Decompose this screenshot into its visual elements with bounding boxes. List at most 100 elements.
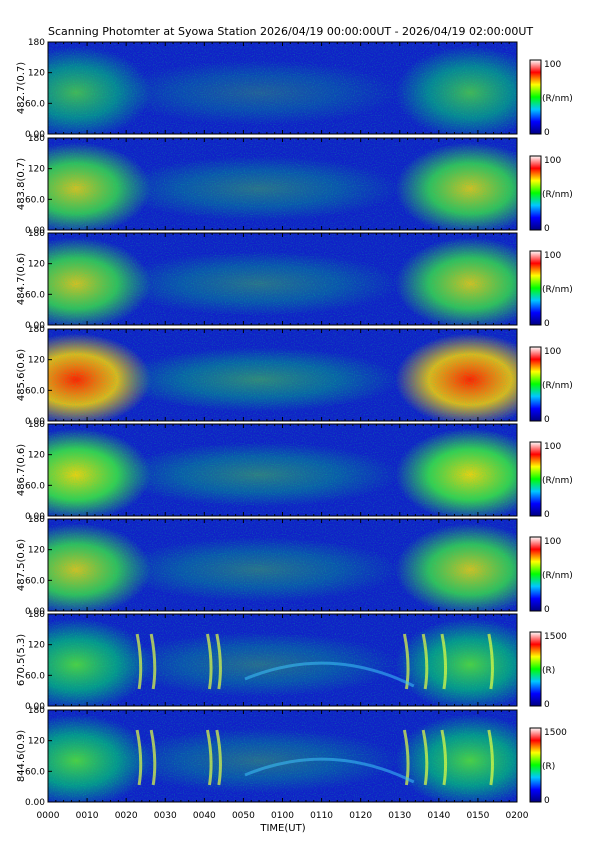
y-tick-label: 0.00 [25, 702, 45, 712]
x-tick-label: 0030 [154, 811, 177, 821]
panel-ylabel: 485.6(0.6) [16, 349, 27, 401]
panel-7: 0.00 60.0 120 180 670.5(5.3) 1500 (R) 0 [16, 610, 567, 712]
panel-5: 0.00 60.0 120 180 486.7(0.6) 100 (R/nm) 0 [16, 420, 573, 522]
colorbar [529, 59, 542, 135]
y-tick-label: 60.0 [25, 576, 45, 586]
colorbar-max-label: 1500 [544, 632, 567, 642]
colorbar [529, 727, 542, 803]
colorbar-max-label: 100 [544, 251, 561, 261]
panel-4: 0.00 60.0 120 180 485.6(0.6) 100 (R/nm) 0 [16, 325, 573, 427]
y-tick-label: 0.00 [25, 798, 45, 808]
panel-ylabel: 670.5(5.3) [16, 634, 27, 686]
y-tick-label: 60.0 [25, 195, 45, 205]
y-tick-label: 180 [28, 515, 45, 525]
colorbar-min-label: 0 [544, 700, 550, 710]
y-tick-label: 120 [28, 546, 45, 556]
x-tick-label: 0100 [271, 811, 294, 821]
colorbar-min-label: 0 [544, 796, 550, 806]
y-tick-label: 120 [28, 165, 45, 175]
noise-texture [48, 424, 517, 516]
x-tick-label: 0120 [349, 811, 372, 821]
x-tick-label: 0010 [76, 811, 99, 821]
panel-ylabel: 486.7(0.6) [16, 444, 27, 496]
y-tick-label: 0.00 [25, 321, 45, 331]
colorbar-min-label: 0 [544, 224, 550, 234]
panel-ylabel: 483.8(0.7) [16, 158, 27, 210]
y-tick-label: 180 [28, 610, 45, 620]
colorbar-max-label: 100 [544, 156, 561, 166]
colorbar [529, 631, 542, 707]
panel-8: 0.00 60.0 120 180 844.6(0.9) 1500 (R) 0 [16, 706, 567, 808]
panel-ylabel: 487.5(0.6) [16, 539, 27, 591]
x-tick-label: 0110 [310, 811, 333, 821]
y-tick-label: 120 [28, 69, 45, 79]
colorbar-min-label: 0 [544, 510, 550, 520]
colorbar [529, 441, 542, 517]
x-tick-label: 0150 [466, 811, 489, 821]
noise-texture [48, 710, 517, 802]
colorbar-min-label: 0 [544, 319, 550, 329]
noise-texture [48, 519, 517, 611]
y-tick-label: 180 [28, 229, 45, 239]
y-tick-label: 60.0 [25, 481, 45, 491]
colorbar-unit-label: (R/nm) [542, 190, 573, 200]
y-tick-label: 60.0 [25, 386, 45, 396]
panel-3: 0.00 60.0 120 180 484.7(0.6) 100 (R/nm) 0 [16, 229, 573, 331]
y-tick-label: 120 [28, 451, 45, 461]
y-tick-label: 180 [28, 420, 45, 430]
colorbar-max-label: 100 [544, 537, 561, 547]
noise-texture [48, 42, 517, 134]
panel-ylabel: 844.6(0.9) [16, 730, 27, 782]
panel-ylabel: 484.7(0.6) [16, 253, 27, 305]
colorbar [529, 155, 542, 231]
y-tick-label: 0.00 [25, 226, 45, 236]
y-tick-label: 0.00 [25, 607, 45, 617]
x-tick-label: 0130 [388, 811, 411, 821]
colorbar-unit-label: (R) [542, 666, 555, 676]
panel-6: 0.00 60.0 120 180 487.5(0.6) 100 (R/nm) 0 [16, 515, 573, 617]
colorbar-unit-label: (R/nm) [542, 476, 573, 486]
chart-title: Scanning Photomter at Syowa Station 2026… [48, 25, 534, 38]
y-tick-label: 0.00 [25, 417, 45, 427]
x-axis-label: TIME(UT) [259, 823, 305, 834]
colorbar [529, 346, 542, 422]
y-tick-label: 60.0 [25, 290, 45, 300]
colorbar [529, 250, 542, 326]
colorbar-unit-label: (R) [542, 762, 555, 772]
noise-texture [48, 614, 517, 706]
x-tick-label: 0000 [37, 811, 60, 821]
panel-ylabel: 482.7(0.7) [16, 62, 27, 114]
x-tick-label: 0200 [506, 811, 529, 821]
y-tick-label: 120 [28, 356, 45, 366]
y-tick-label: 180 [28, 706, 45, 716]
y-tick-label: 180 [28, 325, 45, 335]
panel-1: 0.00 60.0 120 180 482.7(0.7) 100 (R/nm) 0 [16, 38, 573, 140]
x-tick-label: 0040 [193, 811, 216, 821]
colorbar-max-label: 100 [544, 442, 561, 452]
colorbar [529, 536, 542, 612]
y-tick-label: 180 [28, 134, 45, 144]
panel-2: 0.00 60.0 120 180 483.8(0.7) 100 (R/nm) 0 [16, 134, 573, 236]
y-tick-label: 0.00 [25, 130, 45, 140]
colorbar-unit-label: (R/nm) [542, 94, 573, 104]
colorbar-unit-label: (R/nm) [542, 571, 573, 581]
y-tick-label: 60.0 [25, 671, 45, 681]
x-tick-label: 0140 [427, 811, 450, 821]
y-tick-label: 120 [28, 641, 45, 651]
colorbar-max-label: 100 [544, 60, 561, 70]
colorbar-unit-label: (R/nm) [542, 381, 573, 391]
colorbar-max-label: 1500 [544, 728, 567, 738]
y-tick-label: 120 [28, 737, 45, 747]
noise-texture [48, 329, 517, 421]
colorbar-max-label: 100 [544, 347, 561, 357]
colorbar-min-label: 0 [544, 415, 550, 425]
noise-texture [48, 233, 517, 325]
noise-texture [48, 138, 517, 230]
y-tick-label: 0.00 [25, 512, 45, 522]
colorbar-min-label: 0 [544, 605, 550, 615]
x-tick-label: 0050 [232, 811, 255, 821]
colorbar-min-label: 0 [544, 128, 550, 138]
y-tick-label: 60.0 [25, 767, 45, 777]
y-tick-label: 120 [28, 260, 45, 270]
